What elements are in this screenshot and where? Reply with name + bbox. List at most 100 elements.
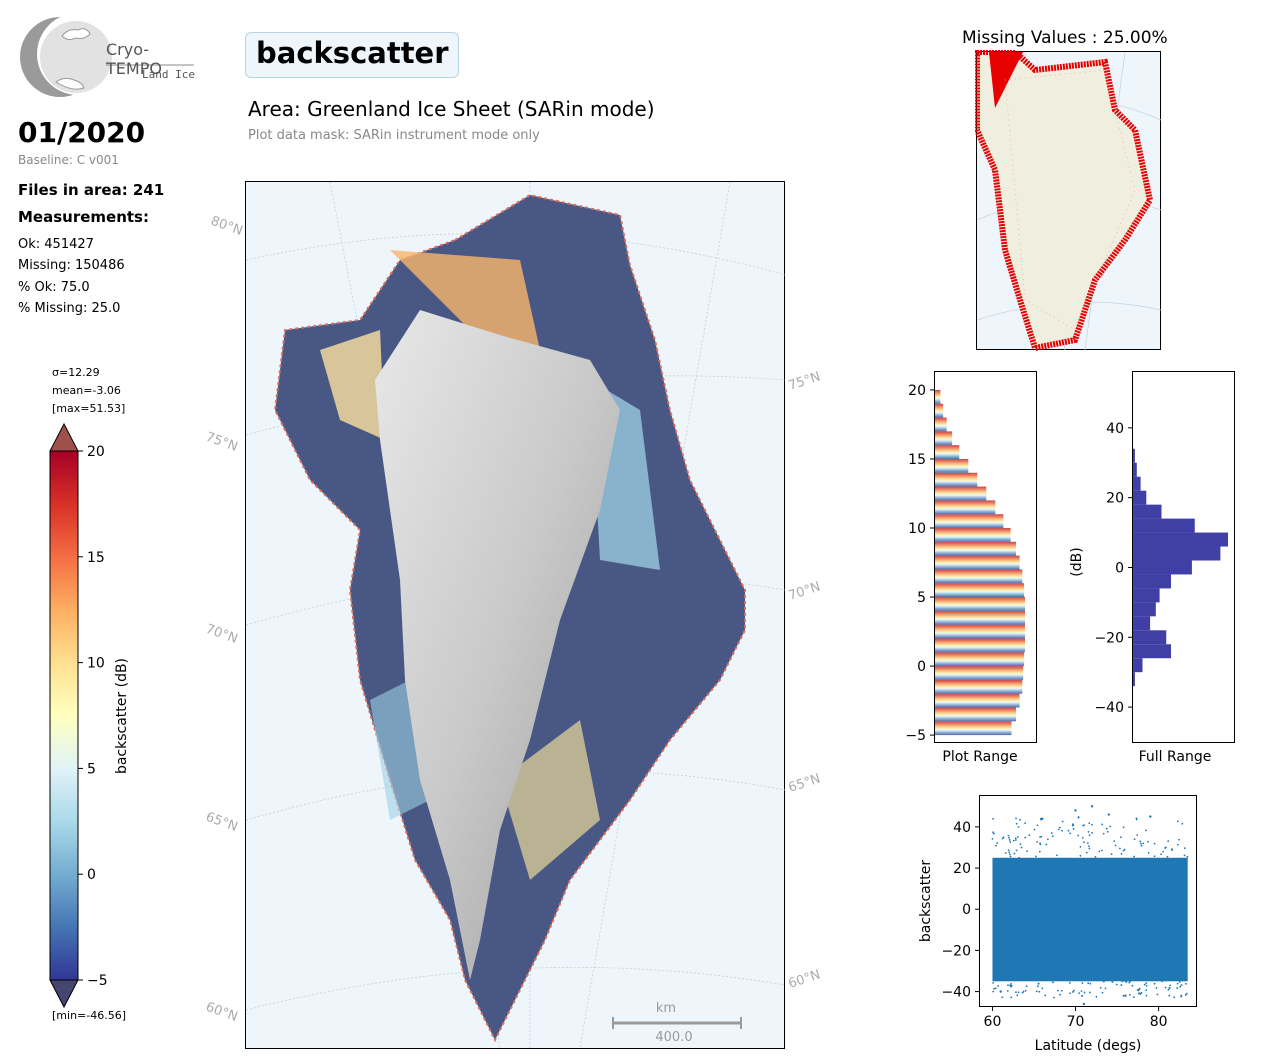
scatter-point bbox=[1135, 818, 1138, 821]
scatter-point bbox=[1102, 980, 1105, 983]
scatter-point bbox=[1133, 855, 1135, 858]
moon-logo-icon bbox=[20, 13, 194, 97]
scatter-point bbox=[1007, 849, 1010, 851]
scatter-point bbox=[1083, 841, 1085, 844]
scatter-point bbox=[1036, 824, 1039, 827]
histogram-bar bbox=[935, 721, 1012, 736]
scatter-point bbox=[1088, 991, 1091, 994]
scatter-point bbox=[1145, 984, 1148, 987]
histogram-bar bbox=[935, 472, 978, 487]
scatter-point bbox=[1153, 842, 1156, 845]
scatter-point bbox=[1088, 822, 1091, 825]
scatter-point bbox=[1138, 992, 1141, 995]
y-tick-label: −20 bbox=[1094, 630, 1124, 646]
scatter-point bbox=[1178, 838, 1180, 841]
scatter-point bbox=[1140, 844, 1143, 847]
scatter-point bbox=[1004, 852, 1007, 854]
scatter-point bbox=[1069, 832, 1072, 835]
scatter-point bbox=[1167, 840, 1170, 842]
scatter-point bbox=[1107, 813, 1110, 816]
histogram-bar bbox=[935, 541, 1016, 556]
histogram-bar bbox=[1133, 602, 1156, 617]
scatter-point bbox=[1077, 816, 1080, 819]
stat-missing: Missing: 150486 bbox=[18, 258, 125, 273]
scatter-point bbox=[1088, 834, 1091, 837]
scatter-point bbox=[1178, 980, 1181, 983]
scatter-point bbox=[1180, 984, 1183, 986]
scatter-point bbox=[1120, 853, 1123, 855]
scatter-point bbox=[1008, 851, 1011, 854]
scatter-point bbox=[1009, 853, 1011, 856]
histogram-bar bbox=[1133, 588, 1160, 603]
colorbar-tick-label: −5 bbox=[87, 973, 108, 989]
histogram-bar bbox=[935, 445, 960, 459]
colorbar-tick-label: 5 bbox=[87, 761, 96, 777]
histogram-bar bbox=[935, 638, 1025, 653]
scatter-point bbox=[1017, 826, 1020, 828]
scatter-point bbox=[1147, 851, 1150, 854]
histogram-bar bbox=[935, 417, 947, 432]
scatter-point bbox=[1128, 981, 1131, 984]
scatter-point bbox=[1072, 989, 1075, 992]
y-tick-label: 0 bbox=[1115, 560, 1124, 576]
scatter-point bbox=[1145, 994, 1148, 997]
scatter-point bbox=[1109, 825, 1112, 828]
lat-label-left: 60°N bbox=[204, 1000, 240, 1025]
logo: Cryo-TEMPO Land Ice bbox=[18, 13, 203, 100]
stat-ok: Ok: 451427 bbox=[18, 237, 94, 252]
colorbar-sigma: σ=12.29 bbox=[52, 366, 100, 379]
scatter-point bbox=[1035, 855, 1037, 858]
date-label: 01/2020 bbox=[18, 116, 146, 149]
scatter-point bbox=[1079, 845, 1082, 848]
scatter-point bbox=[1015, 849, 1018, 852]
scatter-point bbox=[1068, 981, 1071, 984]
scatter-point bbox=[1177, 843, 1179, 846]
scatter-point bbox=[1095, 995, 1098, 998]
scatter-point bbox=[1016, 836, 1019, 838]
y-tick-label: 40 bbox=[1106, 421, 1124, 437]
full-range-label: Full Range bbox=[1139, 749, 1212, 765]
scatter-point bbox=[1022, 990, 1025, 993]
scatter-point bbox=[1136, 989, 1139, 991]
scatter-point bbox=[1180, 995, 1182, 998]
scale-unit: km bbox=[656, 1001, 676, 1016]
scatter-point bbox=[1068, 992, 1071, 995]
scatter-point bbox=[1037, 982, 1040, 985]
scatter-point bbox=[1081, 995, 1084, 997]
scatter-point bbox=[1145, 982, 1148, 985]
scatter-point bbox=[1098, 850, 1101, 853]
scatter-point bbox=[1082, 1002, 1086, 1006]
histogram-bar bbox=[1133, 490, 1147, 505]
lat-label-right: 75°N bbox=[787, 369, 823, 393]
scatter-point bbox=[1037, 985, 1039, 988]
scatter-point bbox=[1106, 830, 1109, 833]
scatter-point bbox=[1024, 989, 1027, 992]
measurements-heading: Measurements: bbox=[18, 208, 149, 226]
histogram-bar bbox=[935, 403, 944, 418]
scatter-point bbox=[1039, 843, 1042, 846]
y-tick-label: −40 bbox=[1094, 700, 1124, 716]
scatter-point bbox=[1082, 824, 1085, 827]
histogram-bar bbox=[1133, 462, 1137, 477]
scatter-point bbox=[1128, 993, 1131, 996]
colorbar-max: [max=51.53] bbox=[52, 402, 126, 415]
histogram-bar bbox=[1133, 448, 1135, 463]
scatter-point bbox=[997, 984, 1000, 987]
scatter-point bbox=[1140, 991, 1143, 994]
scatter-point bbox=[1104, 987, 1107, 990]
histogram-bar bbox=[935, 693, 1020, 708]
scatter-point bbox=[1155, 987, 1158, 989]
scatter-point bbox=[1176, 982, 1179, 985]
missing-map bbox=[975, 50, 1162, 352]
scatter-point bbox=[1121, 980, 1124, 983]
x-tick-label: 60 bbox=[984, 1014, 1002, 1030]
lat-backscatter-scatter: 40 20 0 −20 −40 60 70 80 Latitude (degs) backsc… bbox=[918, 795, 1197, 1054]
title-box: backscatter bbox=[245, 32, 459, 78]
y-tick-label: 10 bbox=[908, 521, 926, 537]
scatter-point bbox=[1183, 847, 1186, 850]
scatter-point bbox=[1085, 851, 1088, 854]
scatter-point bbox=[1002, 836, 1005, 839]
scatter-point bbox=[1122, 826, 1125, 829]
scatter-point bbox=[1140, 842, 1142, 845]
scatter-point bbox=[1176, 987, 1179, 989]
